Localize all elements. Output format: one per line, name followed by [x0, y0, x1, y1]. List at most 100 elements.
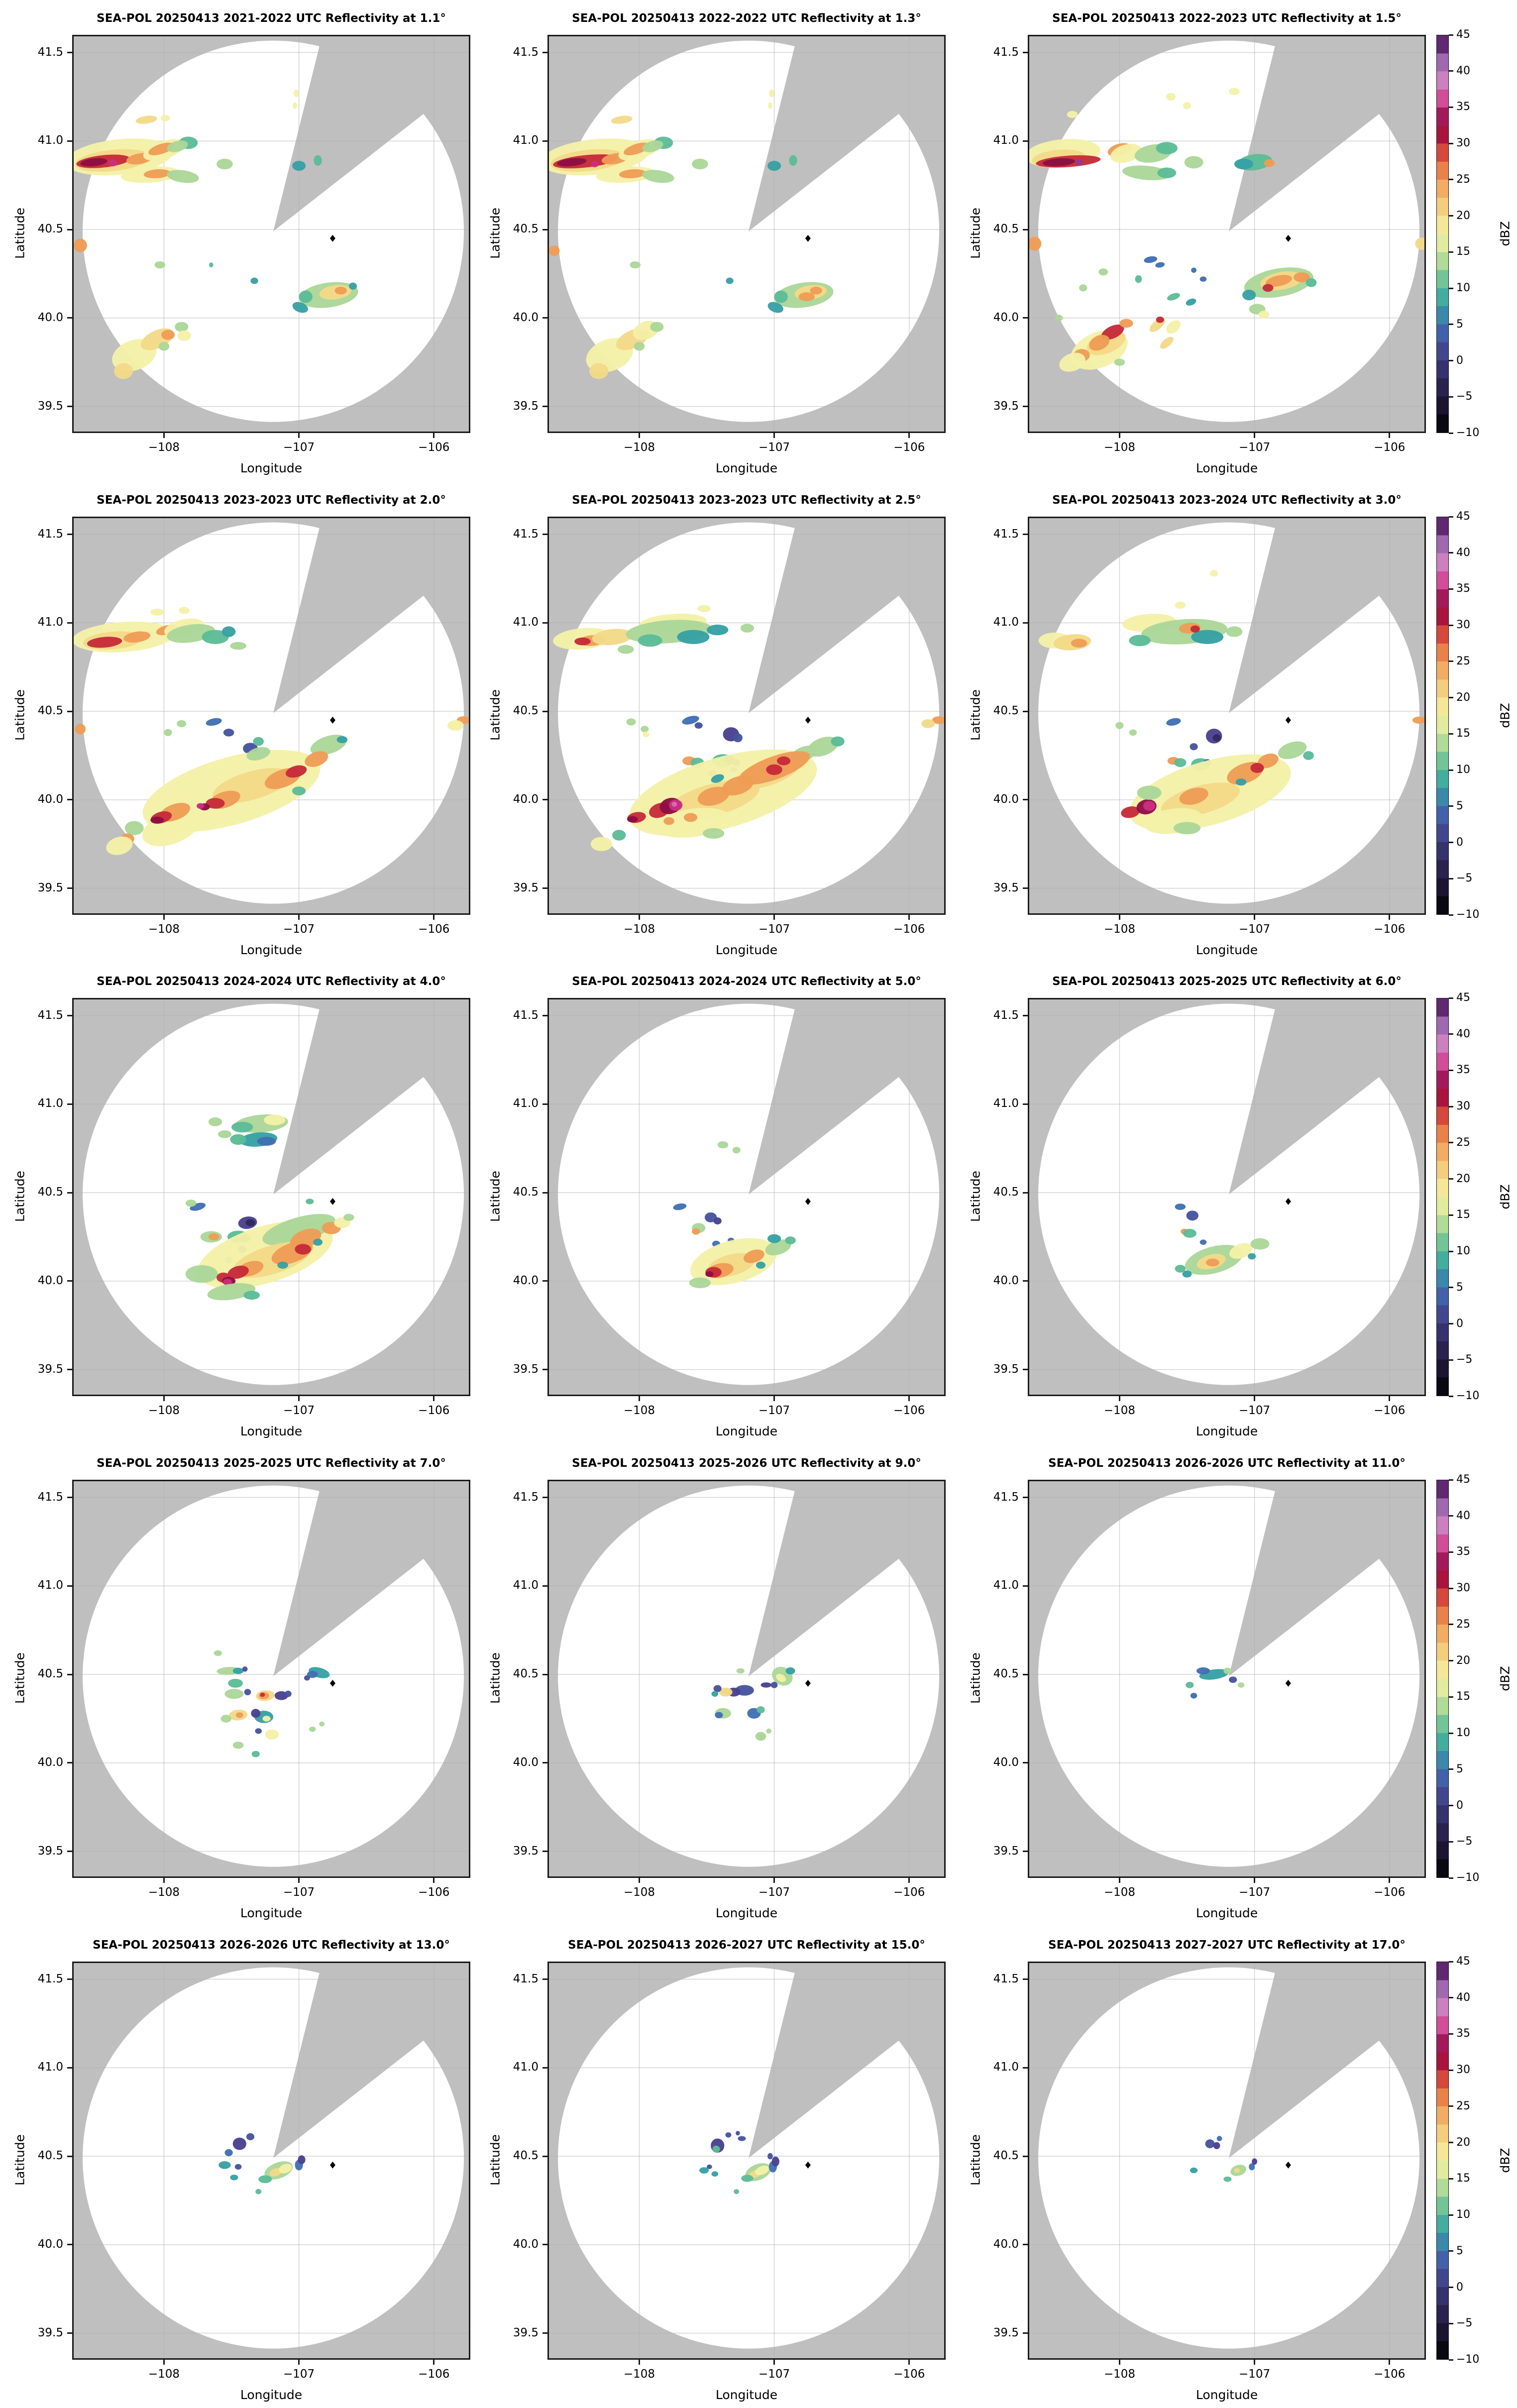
y-tick-label: 40.5	[513, 2149, 539, 2163]
reflectivity-echo	[1186, 1210, 1198, 1221]
panel-title-5: SEA-POL 20250413 2023-2023 UTC Reflectiv…	[572, 494, 921, 507]
colorbar-tick-label: 15	[1456, 1690, 1470, 1703]
y-axis-title: Latitude	[488, 689, 503, 741]
plot-frame	[1028, 998, 1426, 1396]
x-tick-mark	[433, 433, 435, 438]
x-tick-mark	[638, 1396, 640, 1401]
reflectivity-echo	[624, 142, 650, 155]
y-tick-mark	[67, 228, 72, 230]
y-tick-label: 41.5	[37, 527, 63, 541]
colorbar-tick-label: 15	[1456, 727, 1470, 740]
x-axis-title: Longitude	[240, 1424, 303, 1438]
reflectivity-echo	[725, 2132, 732, 2138]
reflectivity-echo	[1248, 1253, 1256, 1260]
reflectivity-echo	[574, 637, 591, 646]
y-tick-label: 41.0	[513, 134, 539, 147]
x-tick-label: −107	[758, 2368, 790, 2381]
reflectivity-echo	[1089, 334, 1110, 351]
reflectivity-echo	[1121, 806, 1140, 818]
reflectivity-echo	[1186, 1682, 1194, 1688]
y-tick-label: 41.5	[513, 527, 539, 541]
y-tick-label: 39.5	[37, 2326, 63, 2339]
x-axis-title: Longitude	[1195, 2388, 1258, 2402]
missing-sector-wedge	[749, 1480, 946, 1676]
reflectivity-echo	[1183, 1229, 1196, 1238]
panel-13	[72, 1962, 470, 2360]
colorbar-tick-mark	[1449, 1033, 1453, 1035]
y-tick-label: 40.5	[37, 1667, 63, 1681]
reflectivity-echo	[1098, 268, 1108, 276]
x-axis-title: Longitude	[715, 1424, 778, 1438]
reflectivity-echo	[627, 816, 638, 823]
colorbar-tick-mark	[1449, 660, 1453, 662]
reflectivity-echo	[719, 1687, 733, 1697]
x-tick-label: −108	[623, 1404, 655, 1417]
reflectivity-echo	[1157, 167, 1177, 178]
reflectivity-echo	[767, 161, 781, 171]
reflectivity-echo	[234, 2164, 242, 2170]
plot-frame	[547, 35, 946, 433]
y-tick-label: 39.5	[513, 881, 539, 894]
x-tick-label: −108	[623, 2368, 655, 2381]
y-tick-mark	[542, 2155, 547, 2157]
reflectivity-echo	[713, 1217, 722, 1225]
colorbar-tick-label: −10	[1456, 1390, 1480, 1402]
reflectivity-echo	[642, 170, 674, 183]
colorbar-tick-label: 20	[1456, 2136, 1470, 2149]
x-tick-label: −108	[148, 923, 180, 936]
reflectivity-echo	[733, 733, 743, 743]
panel-8	[547, 998, 946, 1396]
reflectivity-echo	[1042, 158, 1075, 167]
reflectivity-echo	[175, 322, 189, 332]
colorbar-tick-mark	[1449, 1069, 1453, 1071]
reflectivity-echo	[262, 1214, 335, 1246]
x-tick-label: −107	[283, 1404, 315, 1417]
y-tick-mark	[67, 1015, 72, 1017]
reflectivity-echo	[770, 1682, 778, 1688]
x-tick-mark	[773, 915, 775, 920]
y-tick-mark	[542, 406, 547, 408]
reflectivity-echo	[143, 169, 171, 179]
reflectivity-echo	[246, 747, 270, 761]
reflectivity-echo	[231, 1121, 253, 1133]
reflectivity-echo	[260, 1692, 265, 1697]
ppi-plot-5	[547, 517, 946, 915]
reflectivity-echo	[265, 1730, 279, 1740]
reflectivity-echo	[1175, 1265, 1186, 1273]
colorbar-tick-mark	[1449, 2214, 1453, 2216]
reflectivity-echo	[767, 1234, 781, 1243]
panel-7	[72, 998, 470, 1396]
x-tick-mark	[908, 1878, 910, 1883]
reflectivity-echo	[771, 2156, 779, 2167]
x-tick-label: −107	[283, 923, 315, 936]
colorbar-tick-mark	[1449, 1696, 1453, 1698]
reflectivity-echo	[798, 292, 815, 302]
colorbar-tick-mark	[1449, 1877, 1453, 1879]
reflectivity-echo	[250, 277, 258, 284]
y-tick-label: 39.5	[37, 1362, 63, 1376]
reflectivity-echo	[108, 160, 117, 167]
y-tick-label: 41.0	[993, 1579, 1019, 1592]
radar-site-marker	[805, 1679, 811, 1687]
y-tick-mark	[67, 622, 72, 624]
colorbar-tick-mark	[1449, 70, 1453, 72]
y-axis-title: Latitude	[488, 208, 503, 259]
reflectivity-echo	[774, 290, 788, 303]
reflectivity-echo	[214, 1650, 222, 1656]
y-tick-label: 41.0	[37, 616, 63, 629]
reflectivity-echo	[1101, 325, 1124, 340]
colorbar-tick-mark	[1449, 1515, 1453, 1517]
colorbar-tick-label: 40	[1456, 64, 1470, 77]
colorbar-tick-label: 30	[1456, 1582, 1470, 1595]
panel-title-14: SEA-POL 20250413 2026-2027 UTC Reflectiv…	[568, 1939, 925, 1952]
x-tick-label: −106	[1374, 923, 1406, 936]
x-tick-mark	[163, 1396, 165, 1401]
panel-title-4: SEA-POL 20250413 2023-2023 UTC Reflectiv…	[97, 494, 446, 507]
reflectivity-echo	[1199, 1239, 1207, 1245]
x-tick-label: −106	[1374, 441, 1406, 454]
y-tick-mark	[542, 1762, 547, 1764]
colorbar-tick-mark	[1449, 1479, 1453, 1481]
y-tick-label: 40.5	[993, 2149, 1019, 2163]
ppi-plot-10	[72, 1480, 470, 1878]
reflectivity-echo	[319, 1721, 325, 1727]
